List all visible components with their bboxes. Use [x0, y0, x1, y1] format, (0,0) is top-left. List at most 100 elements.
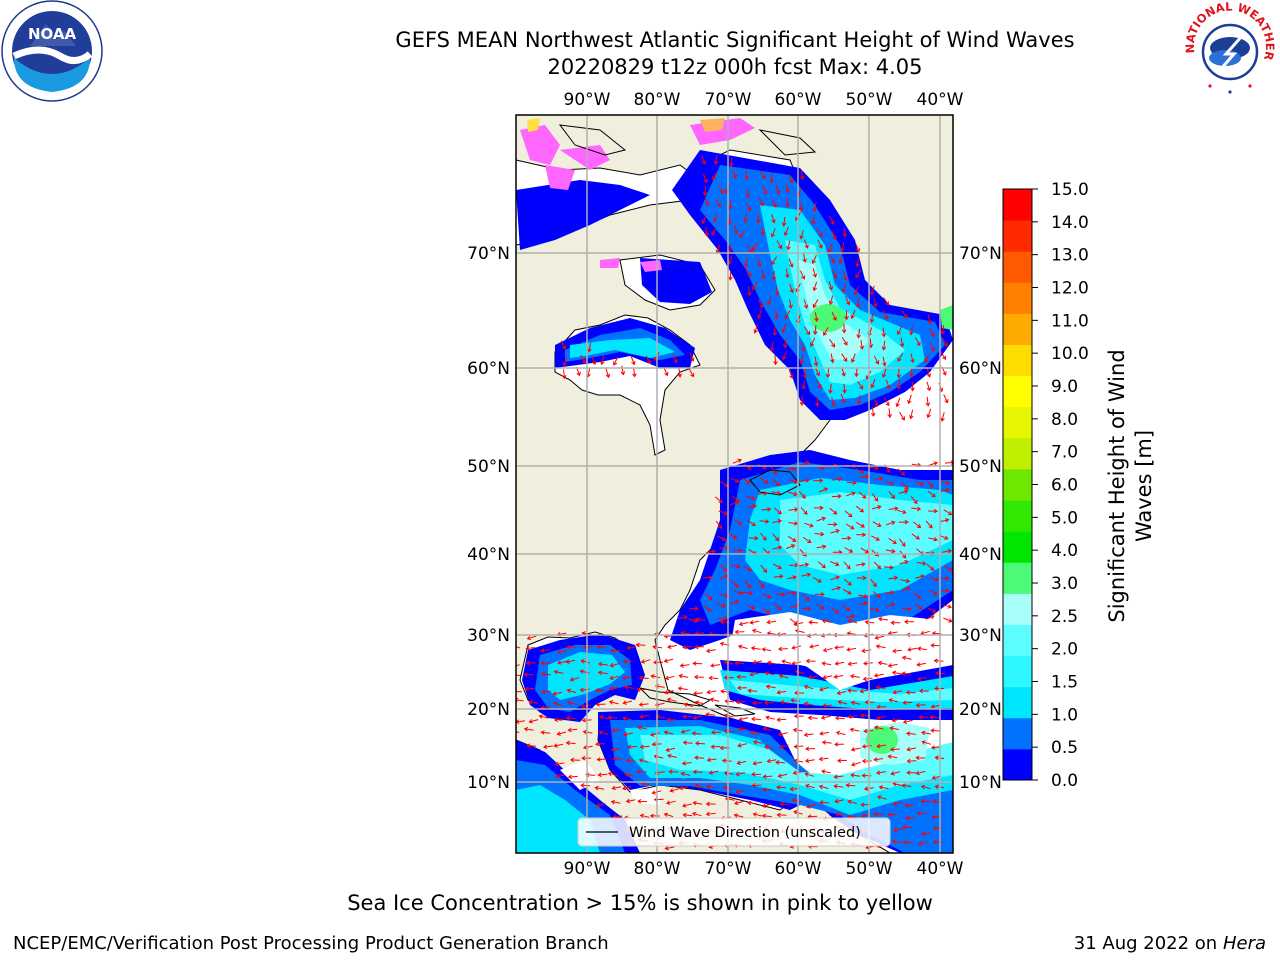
wave-direction-arrow [540, 648, 551, 653]
wave-direction-arrow [760, 532, 767, 541]
wave-direction-arrow [608, 700, 619, 705]
wave-direction-arrow [847, 688, 858, 693]
wave-direction-arrow [874, 635, 885, 640]
wave-direction-arrow [776, 785, 787, 790]
wave-direction-arrow [804, 758, 815, 763]
wave-direction-arrow [733, 590, 744, 595]
wave-direction-arrow [745, 268, 752, 278]
wave-direction-arrow [610, 728, 621, 733]
wave-direction-arrow [901, 586, 911, 592]
wave-direction-arrow [831, 230, 837, 240]
wave-direction-arrow [888, 490, 896, 499]
wave-direction-arrow [898, 519, 909, 525]
wave-direction-arrow [635, 642, 646, 648]
wave-direction-arrow [761, 269, 766, 280]
wave-direction-arrow [892, 648, 902, 654]
wave-direction-arrow [884, 590, 895, 595]
wave-direction-arrow [638, 675, 649, 681]
wave-direction-arrow [516, 731, 520, 733]
wave-direction-arrow [803, 299, 809, 309]
wave-direction-arrow [727, 199, 733, 210]
wave-direction-arrow [708, 770, 719, 775]
wave-direction-arrow [829, 339, 836, 348]
wave-direction-arrow [926, 563, 935, 571]
lat-label-left: 70°N [467, 244, 510, 264]
wave-direction-arrow [869, 465, 880, 471]
map-frame [515, 114, 954, 854]
wave-direction-arrow [814, 592, 825, 597]
wave-direction-arrow [820, 715, 831, 720]
wave-direction-arrow [753, 324, 759, 334]
wave-direction-arrow [885, 548, 896, 554]
wave-direction-arrow [622, 659, 633, 664]
wave-direction-arrow [834, 742, 845, 747]
wave-direction-arrow [711, 226, 717, 236]
wave-direction-arrow [940, 412, 945, 422]
wave-direction-arrow [940, 487, 950, 493]
wave-direction-arrow [680, 771, 691, 777]
wave-direction-arrow [856, 532, 867, 538]
lat-label-left: 60°N [467, 359, 510, 379]
wave-direction-arrow [716, 602, 726, 608]
wave-direction-arrow [899, 337, 905, 348]
wave-direction-arrow [802, 368, 808, 379]
wave-direction-arrow [733, 800, 744, 806]
wave-direction-arrow [595, 803, 606, 808]
wave-direction-arrow [781, 323, 787, 334]
wave-direction-arrow [706, 549, 716, 554]
wave-direction-arrow [747, 520, 756, 527]
wave-direction-arrow [856, 328, 862, 339]
wave-direction-arrow [918, 688, 929, 694]
wave-direction-arrow [769, 341, 775, 352]
wave-direction-arrow [718, 510, 729, 516]
wave-direction-arrow [841, 353, 848, 362]
wave-direction-arrow [881, 340, 887, 351]
wave-direction-arrow [731, 169, 737, 179]
wave-direction-arrow [786, 240, 791, 251]
wave-direction-arrow [902, 840, 913, 845]
graticule [516, 115, 953, 853]
wave-direction-arrow [916, 646, 927, 652]
wave-direction-arrow [667, 644, 677, 649]
wave-direction-arrow [637, 725, 648, 730]
wave-direction-arrow [689, 352, 695, 362]
wave-direction-arrow [811, 215, 816, 226]
wave-direction-arrow [668, 769, 679, 774]
wave-direction-arrow [834, 645, 845, 650]
wave-direction-arrow [776, 717, 787, 722]
wave-direction-arrow [916, 811, 927, 816]
wave-direction-arrow [888, 575, 899, 581]
wave-direction-arrow [742, 477, 751, 485]
wave-direction-arrow [553, 669, 564, 675]
wave-direction-arrow [751, 783, 762, 788]
lon-label-bottom: 90°W [564, 859, 611, 879]
colorbar-tick-label: 1.5 [1051, 673, 1078, 693]
wave-direction-arrow [905, 815, 916, 821]
wave-direction-arrow [914, 603, 924, 610]
wave-direction-arrow [736, 685, 747, 691]
wave-direction-arrow [861, 758, 872, 764]
wave-direction-arrow [926, 368, 932, 378]
wave-direction-arrow [864, 619, 875, 625]
wave-direction-arrow [864, 699, 875, 705]
wave-direction-arrow [890, 620, 901, 626]
wave-direction-arrow [850, 700, 861, 706]
wave-direction-arrow [742, 590, 753, 596]
wave-direction-arrow [830, 607, 840, 614]
wave-direction-arrow [821, 618, 832, 624]
wave-direction-arrow [737, 644, 748, 650]
wave-direction-arrow [681, 761, 692, 766]
wave-direction-arrow [622, 700, 633, 705]
wave-direction-arrow [847, 799, 857, 805]
lon-label-top: 80°W [634, 90, 681, 110]
wave-direction-arrow [901, 310, 908, 319]
wave-direction-arrow [892, 801, 903, 806]
wave-direction-arrow [766, 660, 777, 666]
wave-direction-arrow [752, 740, 763, 745]
wave-direction-arrow [774, 309, 779, 320]
wave-direction-arrow [901, 671, 912, 676]
wave-direction-arrow [682, 644, 693, 650]
wave-direction-arrow [804, 783, 815, 789]
wave-direction-arrow [760, 226, 765, 237]
wave-direction-arrow [787, 174, 794, 184]
